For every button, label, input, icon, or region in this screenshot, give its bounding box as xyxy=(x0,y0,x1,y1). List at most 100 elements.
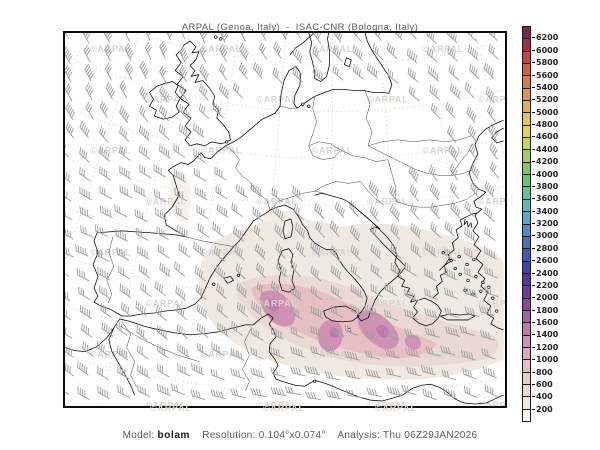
colorbar-tick-label: 5000 xyxy=(531,107,559,117)
wind-barb xyxy=(195,284,207,301)
wind-barb xyxy=(199,45,207,63)
wind-barb xyxy=(404,328,420,339)
wind-barb xyxy=(230,388,246,399)
wind-barb xyxy=(138,263,151,279)
arpal-watermark: ©ARPAL xyxy=(312,44,353,54)
arpal-watermark: ©ARPAL xyxy=(367,95,408,105)
wind-barb xyxy=(176,304,188,320)
wind-barb xyxy=(444,287,459,300)
wind-barb xyxy=(119,145,131,161)
map-canvas: ©ARPAL ©ARPAL ©ARPAL ©ARPAL ©ARPAL ©ARPAL ©ARP… xyxy=(63,31,507,408)
wind-barb xyxy=(79,186,92,201)
wind-barb xyxy=(330,304,344,318)
arpal-watermark: ©ARPAL xyxy=(150,403,192,413)
wind-barb xyxy=(370,263,382,279)
wind-barb xyxy=(295,241,306,258)
wind-barb xyxy=(404,288,418,302)
wind-barb xyxy=(332,45,343,62)
wind-barb xyxy=(484,384,498,398)
wind-barb xyxy=(430,102,441,120)
colorbar-tick-label: 4200 xyxy=(531,157,559,167)
wind-barb xyxy=(392,33,403,40)
wind-barb xyxy=(154,280,166,297)
colorbar-tick-label: 200 xyxy=(532,404,553,414)
colorbar-tick-label: 1000 xyxy=(531,355,559,365)
wind-barb xyxy=(427,47,438,63)
wind-barb xyxy=(119,165,132,180)
colorbar-segment xyxy=(523,212,530,225)
wind-barb xyxy=(175,206,189,220)
wind-barb xyxy=(137,384,151,398)
wind-barb xyxy=(178,123,190,139)
cape-colorbar: 6200 6000 5800 5600 5400 5200 5000 4800 4600 4400… xyxy=(522,26,592,422)
resolution-label: Resolution: xyxy=(189,430,259,441)
colorbar-segment xyxy=(523,360,530,373)
wind-barb xyxy=(198,83,209,101)
wind-barb xyxy=(97,365,109,381)
wind-barb xyxy=(199,33,207,44)
arpal-watermark: ©ARPAL xyxy=(201,350,242,360)
wind-barb xyxy=(389,204,400,221)
wind-barb xyxy=(65,287,71,302)
wind-barb xyxy=(372,43,383,60)
colorbar-segment xyxy=(523,150,530,163)
wind-barb xyxy=(310,265,322,282)
wind-barb xyxy=(364,330,379,341)
wind-barb xyxy=(176,323,189,339)
wind-barb xyxy=(256,281,268,298)
colorbar-segment xyxy=(523,273,530,287)
wind-barb xyxy=(350,264,362,280)
wind-barb xyxy=(464,306,480,317)
model-label: Model: xyxy=(122,430,158,441)
wind-barb xyxy=(332,65,344,81)
wind-barb xyxy=(65,264,70,277)
wind-barb xyxy=(231,202,243,218)
wind-barb xyxy=(315,221,326,238)
wind-barb xyxy=(444,307,460,318)
wind-barb xyxy=(197,322,209,338)
wind-barb xyxy=(390,262,403,278)
colorbar-segment xyxy=(523,162,530,176)
wind-barb xyxy=(330,284,343,300)
wind-barb xyxy=(463,385,478,399)
wind-barb xyxy=(99,185,112,200)
wind-barb xyxy=(384,348,401,359)
colorbar-segment xyxy=(523,175,530,188)
wind-barb xyxy=(196,204,209,219)
wind-barb xyxy=(235,263,246,280)
wind-barb xyxy=(329,220,340,237)
wind-barb xyxy=(84,63,94,82)
wind-barb xyxy=(79,146,90,163)
wind-barb xyxy=(136,325,148,341)
wind-barb xyxy=(251,327,264,341)
wind-barb xyxy=(219,44,228,62)
wind-barb xyxy=(460,349,476,361)
wind-barb xyxy=(350,284,363,299)
analysis-label: Analysis: xyxy=(325,430,384,441)
analysis-value: Thu 06Z29JAN2026 xyxy=(383,430,478,441)
colorbar-tick-label: 5600 xyxy=(531,70,559,80)
wind-barb xyxy=(99,146,110,162)
wind-barb xyxy=(173,168,187,183)
wind-barb xyxy=(124,42,134,61)
wind-barb xyxy=(159,104,169,122)
colorbar-segment xyxy=(523,138,530,151)
wind-barb xyxy=(484,206,495,222)
arpal-watermark: ©ARPAL xyxy=(256,299,297,309)
wind-barb xyxy=(79,206,93,219)
wind-barb xyxy=(292,185,303,202)
wind-barb xyxy=(464,246,477,261)
wind-barb xyxy=(429,183,440,201)
wind-barb xyxy=(449,83,461,100)
wind-barb xyxy=(352,64,364,80)
colorbar-tick-label: 400 xyxy=(532,392,553,402)
wind-barb xyxy=(270,367,286,378)
wind-barb xyxy=(236,183,248,199)
colorbar-segment xyxy=(523,347,530,361)
europe-map: ©ARPAL ©ARPAL ©ARPAL ©ARPAL ©ARPAL ©ARPAL ©ARP… xyxy=(65,33,505,406)
wind-barb xyxy=(120,301,133,317)
wind-barb xyxy=(117,365,130,380)
wind-barb xyxy=(364,303,378,316)
wind-barb xyxy=(305,391,322,401)
wind-barb xyxy=(290,260,301,277)
